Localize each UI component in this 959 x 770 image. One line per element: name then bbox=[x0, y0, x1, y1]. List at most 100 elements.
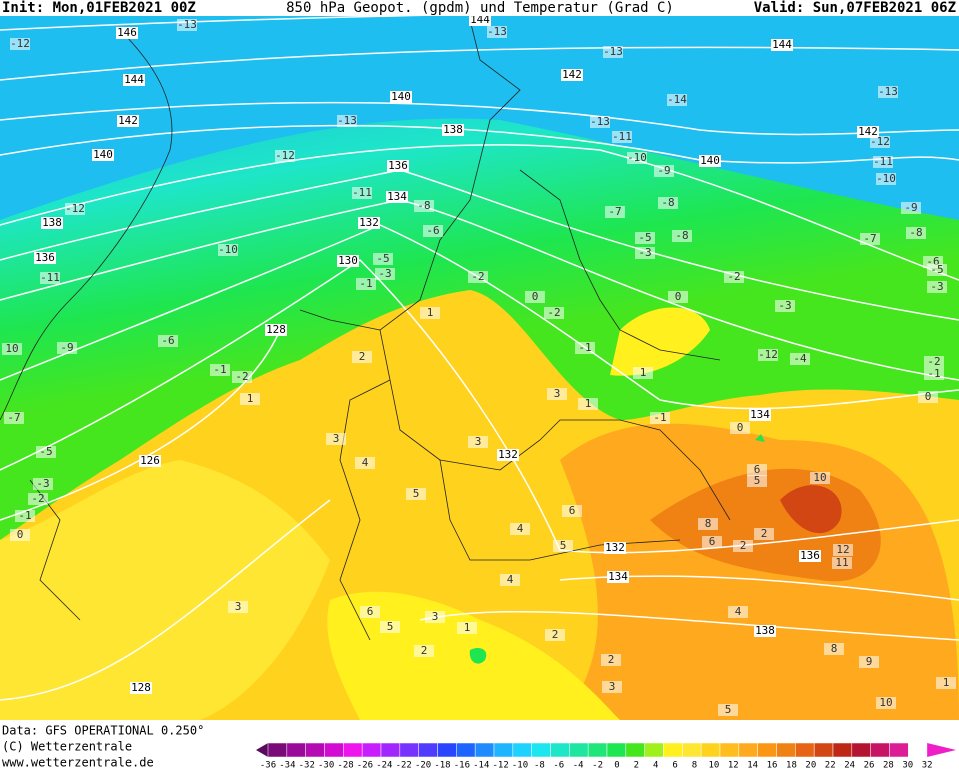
temperature-label: 0 bbox=[532, 290, 539, 303]
label-box bbox=[123, 74, 145, 86]
label-box bbox=[358, 217, 380, 229]
label-box bbox=[724, 271, 744, 283]
legend-cell bbox=[587, 742, 608, 758]
legend-label: -34 bbox=[279, 761, 295, 770]
footer-line: www.wetterzentrale.de bbox=[2, 756, 154, 770]
label-box bbox=[28, 493, 48, 505]
temperature-label: 5 bbox=[560, 539, 567, 552]
legend-label: -2 bbox=[592, 761, 603, 770]
label-box bbox=[4, 412, 24, 424]
legend-label: -20 bbox=[415, 761, 431, 770]
temperature-label: -12 bbox=[758, 348, 778, 361]
valid-time: Valid: Sun,07FEB2021 06Z bbox=[754, 0, 956, 16]
temperature-label: -7 bbox=[7, 411, 20, 424]
temperature-label: -5 bbox=[930, 263, 943, 276]
legend-label: 0 bbox=[614, 761, 619, 770]
label-box bbox=[575, 342, 595, 354]
label-box bbox=[718, 704, 738, 716]
temperature-label: 6 bbox=[754, 463, 761, 476]
geopotential-label: 136 bbox=[35, 251, 55, 264]
label-box bbox=[40, 272, 60, 284]
legend-label: 4 bbox=[653, 761, 658, 770]
temperature-label: -5 bbox=[39, 445, 52, 458]
label-box bbox=[373, 253, 393, 265]
temperature-label: -1 bbox=[653, 411, 666, 424]
label-box bbox=[390, 91, 412, 103]
temperature-label: -2 bbox=[547, 306, 560, 319]
color-legend: -36 -34 -32 -30 -28 -26 -24 -22 -20 -18 -16 -14 -12-… bbox=[256, 742, 956, 770]
temperature-label: 6 bbox=[569, 504, 576, 517]
geopotential-label: 142 bbox=[858, 125, 878, 138]
temperature-label: 1 bbox=[464, 621, 471, 634]
label-box bbox=[158, 335, 178, 347]
legend-cell bbox=[569, 742, 589, 758]
label-box bbox=[10, 38, 30, 50]
legend-cell bbox=[493, 742, 514, 758]
legend-cell bbox=[889, 742, 909, 758]
label-box bbox=[510, 523, 530, 535]
legend-label: -26 bbox=[357, 761, 373, 770]
label-box bbox=[425, 611, 445, 623]
label-box bbox=[469, 14, 491, 26]
header-bar bbox=[0, 0, 959, 16]
temperature-label: 12 bbox=[836, 543, 849, 556]
temperature-label: 5 bbox=[725, 703, 732, 716]
temperature-label: -2 bbox=[927, 355, 940, 368]
temperature-label: -10 bbox=[876, 172, 896, 185]
label-box bbox=[771, 39, 793, 51]
temperature-label: 1 bbox=[943, 676, 950, 689]
legend-label: -16 bbox=[454, 761, 470, 770]
temperature-label: -8 bbox=[909, 226, 922, 239]
label-box bbox=[210, 364, 230, 376]
label-box bbox=[603, 46, 623, 58]
label-box bbox=[387, 160, 409, 172]
legend-label: -32 bbox=[299, 761, 315, 770]
temperature-label: -5 bbox=[376, 252, 389, 265]
temperature-label: -1 bbox=[927, 367, 940, 380]
legend-label: -12 bbox=[493, 761, 509, 770]
label-box bbox=[544, 307, 564, 319]
legend-label: -6 bbox=[553, 761, 564, 770]
geopotential-label: 134 bbox=[608, 570, 628, 583]
temperature-label: 5 bbox=[754, 474, 761, 487]
geopotential-label: 134 bbox=[387, 190, 407, 203]
temperature-label: 3 bbox=[554, 387, 561, 400]
legend-cell bbox=[682, 742, 702, 758]
temperature-label: 1 bbox=[247, 392, 254, 405]
temperature-label: 2 bbox=[359, 350, 366, 363]
geopotential-label: 138 bbox=[755, 624, 775, 637]
label-box bbox=[733, 540, 753, 552]
label-box bbox=[337, 115, 357, 127]
label-box bbox=[635, 247, 655, 259]
label-box bbox=[699, 155, 721, 167]
temperature-label: 8 bbox=[831, 642, 838, 655]
label-box bbox=[924, 368, 944, 380]
geopotential-label: 142 bbox=[118, 114, 138, 127]
temperature-label: -12 bbox=[275, 149, 295, 162]
temperature-label: -1 bbox=[213, 363, 226, 376]
label-box bbox=[602, 681, 622, 693]
label-box bbox=[627, 152, 647, 164]
geopotential-label: 138 bbox=[42, 216, 62, 229]
temperature-label: 11 bbox=[835, 556, 848, 569]
label-box bbox=[117, 115, 139, 127]
geopotential-label: 132 bbox=[498, 448, 518, 461]
temperature-label: 6 bbox=[709, 535, 716, 548]
legend-label: -36 bbox=[260, 761, 276, 770]
label-box bbox=[790, 353, 810, 365]
legend-cell bbox=[738, 742, 758, 758]
label-box bbox=[36, 446, 56, 458]
label-box bbox=[901, 202, 921, 214]
label-box bbox=[34, 252, 56, 264]
legend-cell bbox=[305, 742, 325, 758]
geopotential-label: 134 bbox=[750, 408, 770, 421]
map-fill bbox=[0, 16, 959, 720]
temperature-label: -13 bbox=[487, 25, 507, 38]
temperature-label: -13 bbox=[590, 115, 610, 128]
temperature-label: -1 bbox=[359, 277, 372, 290]
legend-arrow bbox=[927, 743, 956, 757]
legend-label: 18 bbox=[786, 761, 797, 770]
temperature-label: 2 bbox=[740, 539, 747, 552]
label-box bbox=[525, 291, 545, 303]
temperature-label: 4 bbox=[507, 573, 514, 586]
